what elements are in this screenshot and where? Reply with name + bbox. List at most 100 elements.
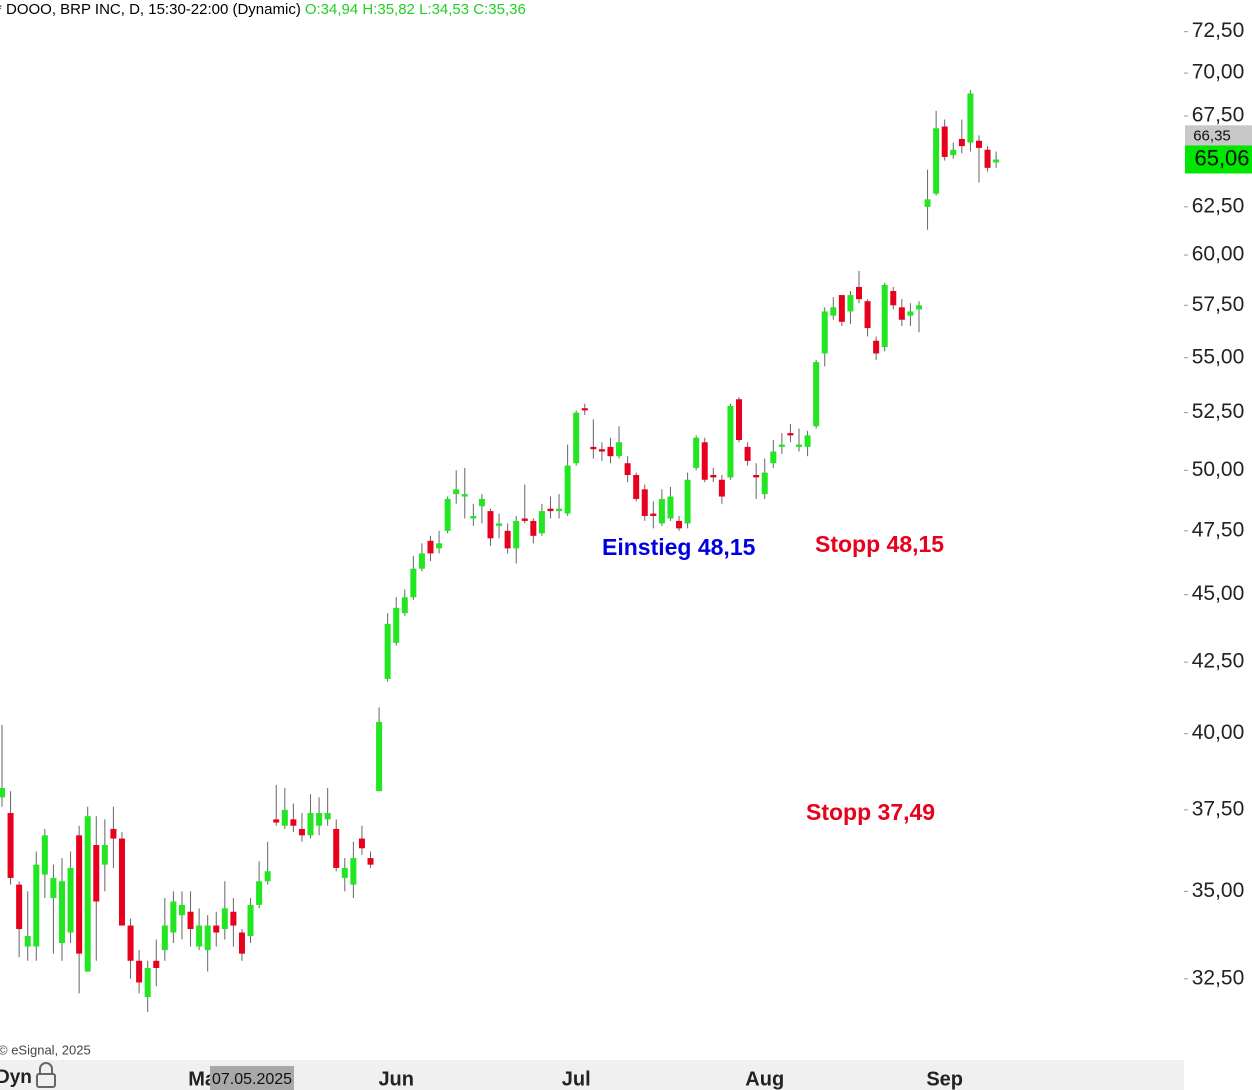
candle-body: [213, 925, 220, 933]
y-tick-label: 57,50: [1192, 293, 1245, 316]
candle-body: [333, 828, 340, 868]
candle-body: [401, 597, 408, 614]
candle-body: [796, 444, 803, 447]
y-tick-label: 60,00: [1192, 243, 1245, 266]
candle-body: [358, 838, 365, 849]
candle-body: [744, 446, 751, 461]
y-tick-label: 50,00: [1192, 458, 1245, 481]
candle-body: [598, 449, 605, 452]
candle-body: [693, 437, 700, 468]
price-marker-box: [1185, 125, 1252, 148]
y-tick-label: 40,00: [1192, 721, 1245, 744]
candle-body: [384, 623, 391, 679]
candle-body: [290, 819, 297, 826]
candle-body: [7, 813, 14, 878]
y-tick-label: 45,00: [1192, 582, 1245, 605]
credit: © eSignal, 2025: [0, 1042, 91, 1057]
candle-body: [847, 295, 854, 312]
candle-body: [487, 511, 494, 539]
y-tick-label: 55,00: [1192, 345, 1245, 368]
candle-body: [718, 479, 725, 497]
candle-body: [410, 568, 417, 598]
candle-body: [298, 828, 305, 836]
crosshair-date: 07.05.2025: [212, 1071, 292, 1088]
candle-body: [478, 498, 485, 507]
candle-body: [933, 128, 940, 194]
candle-body: [427, 540, 434, 554]
candle-body: [196, 925, 203, 947]
candle-body: [727, 405, 734, 478]
x-tick-label: Sep: [926, 1068, 963, 1090]
candle-body: [307, 813, 314, 836]
candle-body: [376, 721, 383, 792]
candle-body: [84, 816, 91, 972]
candle-body: [170, 901, 177, 933]
candle-body: [470, 516, 477, 519]
y-tick-label: 42,50: [1192, 650, 1245, 673]
candle-body: [761, 472, 768, 495]
time-axis-band: [0, 1060, 1184, 1090]
candle-body: [667, 496, 674, 519]
candle-body: [436, 543, 443, 549]
candle-body: [161, 925, 168, 951]
candle-body: [264, 871, 271, 882]
candle-body: [873, 340, 880, 354]
candle-body: [118, 838, 125, 926]
candle-body: [581, 408, 588, 411]
candle-body: [564, 465, 571, 514]
candle-body: [393, 607, 400, 643]
candle-body: [127, 925, 134, 961]
candle-body: [513, 520, 520, 549]
candle-body: [187, 911, 194, 930]
y-tick-label: 35,00: [1192, 879, 1245, 902]
crosshair-date-box: [210, 1066, 294, 1090]
candle-body: [247, 904, 254, 937]
candle-body: [504, 530, 511, 549]
candle-body: [701, 442, 708, 480]
candle-body: [898, 307, 905, 320]
candle-body: [136, 960, 143, 983]
candle-body: [907, 311, 914, 316]
candle-body: [856, 286, 862, 300]
candle-body: [787, 433, 794, 436]
candle-body: [33, 864, 40, 947]
candle-body: [41, 835, 48, 875]
candle-body: [230, 911, 237, 926]
candle-body: [804, 435, 811, 447]
candle-body: [238, 932, 245, 954]
candle-body: [676, 520, 683, 529]
lock-icon[interactable]: [36, 1062, 56, 1088]
candle-body: [838, 295, 845, 322]
mode-label[interactable]: Dyn: [0, 1067, 32, 1088]
x-tick-label: Jun: [378, 1068, 414, 1090]
candle-body: [461, 494, 468, 497]
candle-body: [367, 858, 374, 865]
candle-body: [281, 809, 288, 826]
candle-body: [341, 867, 348, 878]
candle-body: [890, 291, 897, 306]
candle-body: [941, 126, 948, 157]
price-marker-label: 65,06: [1194, 145, 1249, 170]
candle-body: [178, 904, 185, 916]
candle-body: [101, 845, 108, 865]
candle-body: [144, 967, 151, 998]
candle-body: [110, 828, 117, 839]
candle-body: [633, 475, 640, 499]
candle-body: [650, 513, 657, 517]
candle-body: [316, 813, 323, 826]
candle-body: [770, 451, 777, 464]
candle-body: [256, 881, 263, 905]
candle-body: [93, 845, 100, 902]
chart-title: * DOOO, BRP INC, D, 15:30-22:00 (Dynamic…: [0, 1, 301, 18]
candle-body: [547, 508, 554, 512]
candle-body: [530, 520, 537, 536]
candle-body: [273, 819, 280, 823]
candle-body: [590, 446, 597, 450]
y-tick-label: 32,50: [1192, 966, 1245, 989]
candle-body: [950, 149, 957, 156]
candle-body: [684, 479, 691, 524]
candle-body: [538, 511, 545, 534]
candle-body: [993, 159, 1000, 163]
candle-body: [521, 518, 528, 521]
